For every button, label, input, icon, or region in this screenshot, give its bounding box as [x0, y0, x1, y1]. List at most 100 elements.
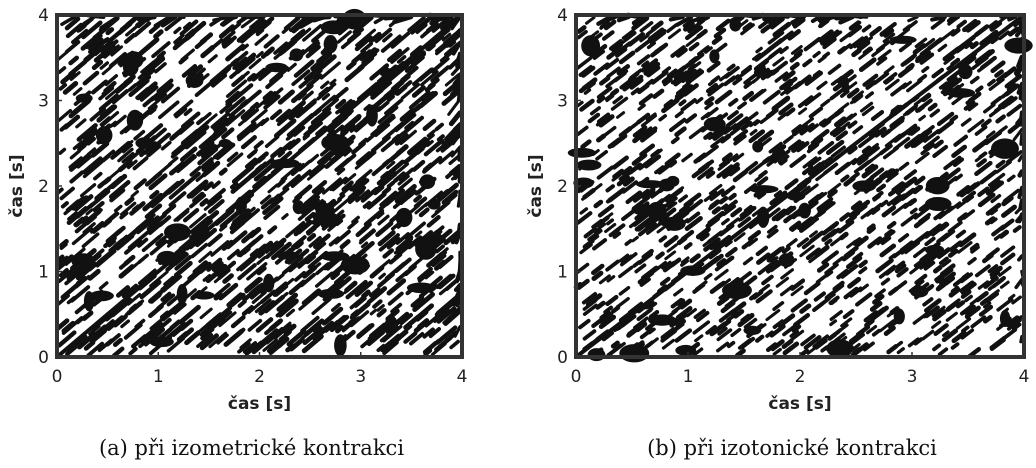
recurrence-stroke — [939, 222, 950, 232]
recurrence-stroke — [378, 272, 386, 280]
recurrence-stroke — [82, 70, 100, 86]
recurrence-stroke — [614, 321, 626, 332]
recurrence-stroke — [143, 56, 166, 76]
recurrence-stroke — [254, 33, 269, 46]
recurrence-stroke — [65, 22, 84, 39]
recurrence-stroke — [864, 163, 875, 173]
recurrence-stroke — [762, 156, 772, 165]
recurrence-stroke — [680, 98, 697, 112]
recurrence-stroke — [615, 296, 630, 309]
recurrence-stroke — [749, 128, 758, 136]
recurrence-stroke — [716, 164, 734, 179]
recurrence-stroke — [740, 120, 753, 131]
recurrence-stroke — [898, 41, 912, 53]
recurrence-stroke — [172, 302, 187, 315]
recurrence-stroke — [365, 127, 383, 143]
recurrence-stroke — [403, 314, 421, 330]
recurrence-stroke — [109, 188, 126, 203]
recurrence-stroke — [149, 196, 163, 209]
recurrence-stroke — [718, 158, 730, 168]
recurrence-stroke — [433, 259, 447, 271]
recurrence-stroke — [174, 255, 192, 271]
recurrence-stroke — [990, 95, 1003, 106]
recurrence-stroke — [683, 68, 697, 81]
recurrence-stroke — [765, 342, 778, 353]
recurrence-stroke — [742, 22, 753, 32]
recurrence-stroke — [85, 34, 103, 50]
recurrence-stroke — [71, 195, 89, 211]
recurrence-stroke — [756, 252, 771, 265]
recurrence-stroke — [81, 232, 100, 248]
recurrence-stroke — [998, 30, 1010, 41]
recurrence-stroke — [653, 45, 665, 55]
recurrence-stroke — [246, 227, 259, 239]
recurrence-blob — [990, 138, 1019, 159]
recurrence-stroke — [709, 282, 724, 295]
recurrence-stroke — [80, 129, 99, 146]
recurrence-stroke — [319, 61, 341, 80]
recurrence-stroke — [881, 168, 896, 180]
recurrence-stroke — [918, 114, 926, 122]
recurrence-stroke — [248, 58, 262, 70]
recurrence-stroke — [640, 128, 658, 143]
recurrence-stroke — [240, 56, 256, 71]
recurrence-stroke — [985, 48, 995, 58]
recurrence-stroke — [829, 319, 838, 327]
recurrence-stroke — [667, 28, 682, 40]
recurrence-stroke — [59, 186, 75, 201]
recurrence-stroke — [195, 227, 218, 248]
recurrence-stroke — [711, 321, 727, 336]
recurrence-stroke — [807, 156, 822, 168]
recurrence-stroke — [188, 230, 210, 250]
recurrence-stroke — [329, 179, 343, 192]
recurrence-stroke — [304, 211, 316, 222]
recurrence-stroke — [890, 182, 907, 195]
recurrence-stroke — [987, 264, 999, 274]
recurrence-stroke — [120, 201, 137, 217]
recurrence-stroke — [203, 197, 220, 211]
recurrence-stroke — [718, 196, 729, 205]
recurrence-stroke — [618, 126, 633, 138]
recurrence-stroke — [671, 301, 687, 315]
recurrence-stroke — [269, 109, 283, 121]
recurrence-stroke — [76, 206, 88, 216]
recurrence-stroke — [818, 31, 832, 43]
recurrence-stroke — [455, 299, 463, 308]
recurrence-stroke — [286, 128, 300, 141]
recurrence-stroke — [370, 87, 384, 100]
recurrence-stroke — [244, 340, 263, 357]
recurrence-stroke — [413, 320, 428, 334]
recurrence-stroke — [883, 28, 895, 38]
recurrence-stroke — [668, 14, 685, 22]
recurrence-stroke — [259, 194, 272, 205]
recurrence-stroke — [449, 339, 460, 350]
recurrence-stroke — [149, 270, 169, 288]
recurrence-stroke — [438, 288, 447, 296]
recurrence-stroke — [967, 257, 977, 266]
recurrence-stroke — [100, 39, 119, 55]
recurrence-stroke — [840, 89, 850, 98]
recurrence-stroke — [652, 88, 665, 99]
recurrence-stroke — [956, 184, 971, 197]
recurrence-stroke — [661, 66, 672, 75]
recurrence-stroke — [718, 308, 736, 323]
recurrence-stroke — [879, 143, 893, 156]
recurrence-stroke — [640, 114, 657, 128]
recurrence-stroke — [378, 232, 394, 246]
recurrence-stroke — [604, 222, 617, 234]
recurrence-stroke — [422, 133, 435, 145]
recurrence-stroke — [805, 247, 822, 261]
recurrence-stroke — [152, 132, 171, 149]
recurrence-stroke — [982, 314, 993, 324]
recurrence-stroke — [760, 69, 774, 81]
recurrence-blob — [631, 204, 657, 216]
recurrence-stroke — [605, 294, 619, 307]
recurrence-stroke — [378, 233, 400, 252]
recurrence-stroke — [418, 67, 435, 82]
recurrence-stroke — [349, 296, 364, 310]
recurrence-stroke — [116, 139, 134, 155]
recurrence-stroke — [427, 43, 436, 51]
recurrence-stroke — [441, 32, 452, 42]
recurrence-stroke — [914, 175, 926, 186]
recurrence-stroke — [664, 250, 677, 261]
